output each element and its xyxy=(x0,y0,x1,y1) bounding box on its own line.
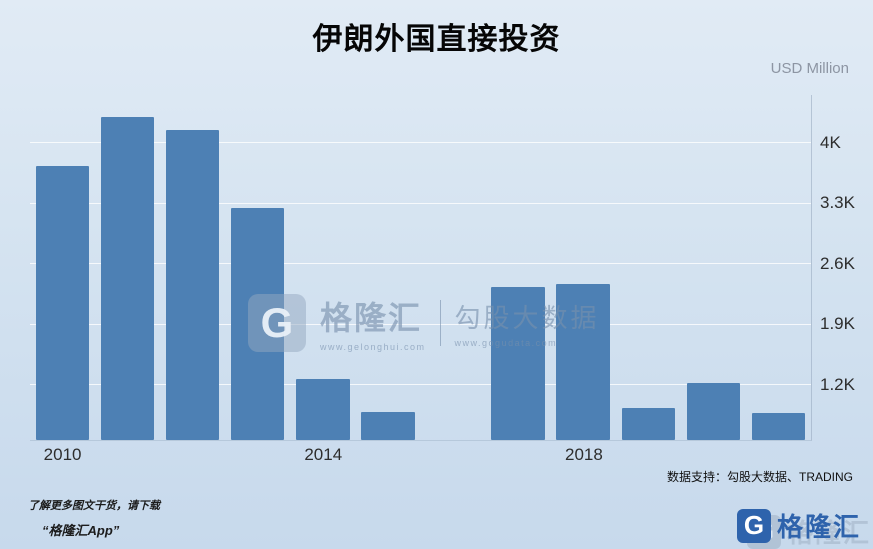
bar-slot-2017 xyxy=(486,95,551,440)
watermark-brand-url: www.gelonghui.com xyxy=(320,342,426,352)
y-tick-4K: 4K xyxy=(820,132,841,152)
page-title: 伊朗外国直接投资 xyxy=(312,23,561,56)
gridline-4K xyxy=(30,142,811,144)
promo-line2: “格隆汇App” xyxy=(42,523,120,538)
y-tick-1.9K: 1.9K xyxy=(820,314,855,334)
bar-slot-2019 xyxy=(616,95,681,440)
x-tick-2018: 2018 xyxy=(564,445,603,464)
bar-slot-2021 xyxy=(746,95,811,440)
watermark-brand-block: 格隆汇 www.gelonghui.com xyxy=(320,293,426,352)
bar-2019[interactable] xyxy=(621,408,675,440)
bar-2020[interactable] xyxy=(686,383,740,440)
watermark: G 格隆汇 www.gelonghui.com 勾股大数据 www.goguda… xyxy=(248,293,600,352)
bar-2018[interactable] xyxy=(556,283,610,440)
bar-slot-2012 xyxy=(160,95,225,440)
bar-series xyxy=(30,95,811,440)
unit-label: USD Million xyxy=(770,60,849,77)
footer-logo: G 格隆汇 xyxy=(736,507,861,544)
gridline-2.6K xyxy=(30,263,811,265)
y-tick-2.6K: 2.6K xyxy=(820,253,855,273)
footer-logo-text: 格隆汇 xyxy=(776,512,861,542)
y-tick-1.2K: 1.2K xyxy=(820,374,855,394)
x-tick-2014: 2014 xyxy=(304,445,343,464)
bar-slot-2011 xyxy=(95,95,160,440)
x-axis-labels: 2010 2014 2018 xyxy=(30,445,812,467)
bar-slot-2010 xyxy=(30,95,95,440)
bar-2010[interactable] xyxy=(35,165,90,440)
watermark-divider xyxy=(439,299,441,346)
bar-slot-2013 xyxy=(225,95,290,440)
footer-logo-text-ghost: 格隆汇 xyxy=(786,518,871,548)
watermark-product-url: www.gogudata.com xyxy=(454,337,558,348)
watermark-brand: 格隆汇 xyxy=(320,300,423,336)
bar-slot-2020 xyxy=(681,95,746,440)
gridline-1.2K xyxy=(30,383,811,385)
bar-slot-2016 xyxy=(420,95,485,440)
bar-2021[interactable] xyxy=(751,413,806,440)
y-axis-labels: 4K 3.3K 2.6K 1.9K 1.2K xyxy=(820,95,872,441)
watermark-product-block: 勾股大数据 www.gogudata.com xyxy=(455,298,600,348)
watermark-product: 勾股大数据 xyxy=(454,302,600,333)
bar-slot-2015 xyxy=(355,95,420,440)
y-tick-3.3K: 3.3K xyxy=(820,193,855,213)
gridline-1.9K xyxy=(30,323,811,325)
bar-2012[interactable] xyxy=(166,130,220,440)
promo-line1: 了解更多图文干货，请下载 xyxy=(28,500,160,512)
gelonghui-logo-icon: G xyxy=(736,508,771,543)
bar-2011[interactable] xyxy=(100,117,155,440)
x-tick-2010: 2010 xyxy=(43,445,82,464)
gelonghui-logo-icon: G xyxy=(248,293,306,352)
gridline-3.3K xyxy=(30,202,811,204)
bar-2014[interactable] xyxy=(296,378,350,440)
promo-block: 了解更多图文干货，请下载 “格隆汇App” xyxy=(28,497,160,539)
bar-slot-2014 xyxy=(290,95,355,440)
bar-2015[interactable] xyxy=(361,412,415,440)
bar-slot-2018 xyxy=(551,95,616,440)
data-source-note: 数据支持：勾股大数据、TRADING xyxy=(666,470,853,484)
bar-2017[interactable] xyxy=(491,287,545,440)
plot-area: G 格隆汇 www.gelonghui.com 勾股大数据 www.goguda… xyxy=(30,95,812,441)
